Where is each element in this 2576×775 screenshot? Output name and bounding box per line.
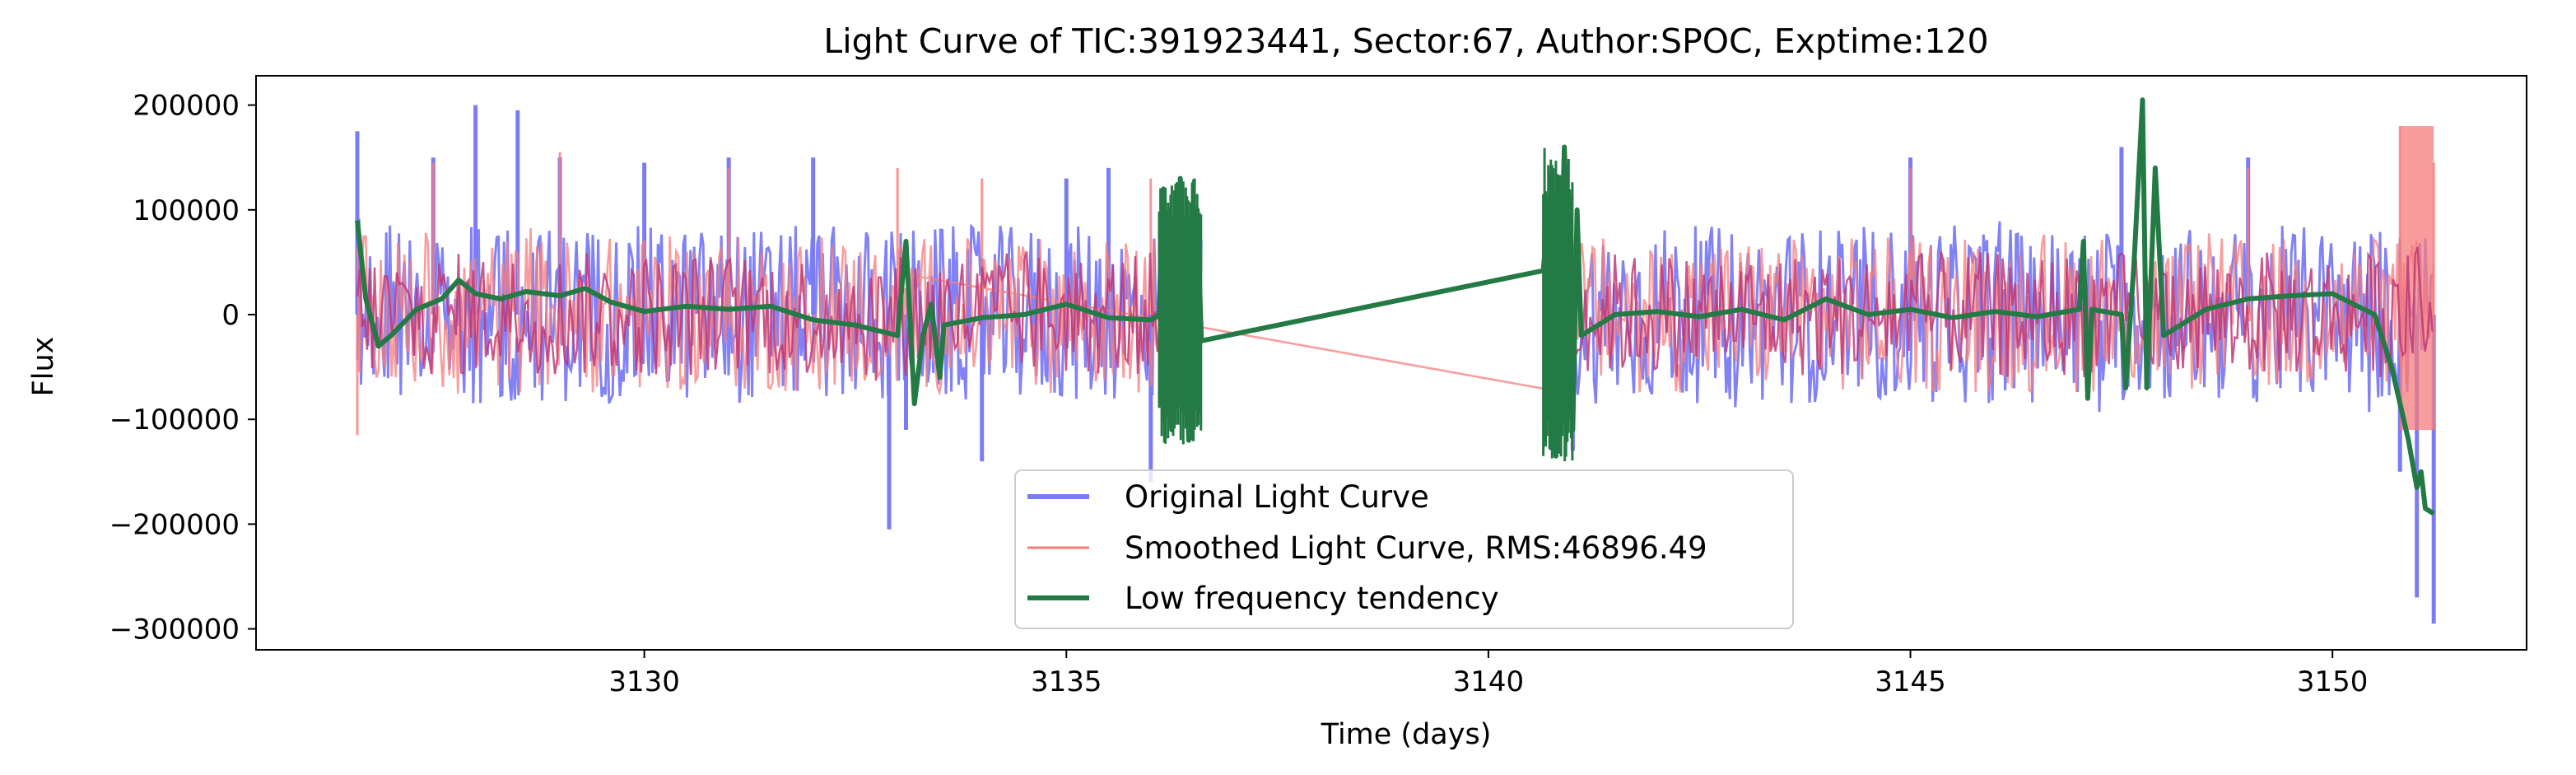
y-axis: 200000 100000 0 −100000 −200000 −300000	[109, 90, 256, 647]
tendency-bursts	[1158, 147, 1574, 461]
legend-label-smoothed: Smoothed Light Curve, RMS:46896.49	[1125, 530, 1707, 566]
y-axis-label: Flux	[27, 337, 60, 397]
plot-frame	[255, 75, 2527, 651]
legend: Original Light Curve Smoothed Light Curv…	[1014, 469, 1794, 629]
legend-label-original: Original Light Curve	[1125, 479, 1429, 515]
x-axis: 3130 3135 3140 3145 3150	[608, 650, 2368, 698]
x-tick-label-3130: 3130	[608, 665, 680, 698]
smoothed-tail-band	[2400, 126, 2434, 430]
y-tick-label-0: 0	[221, 299, 240, 332]
legend-box	[1014, 469, 1794, 629]
x-tick-label-3150: 3150	[2297, 665, 2369, 698]
legend-label-tendency: Low frequency tendency	[1125, 581, 1499, 616]
x-tick-label-3145: 3145	[1875, 665, 1946, 698]
x-tick-label-3135: 3135	[1031, 665, 1102, 698]
chart-title: Light Curve of TIC:391923441, Sector:67,…	[823, 21, 1988, 61]
x-tick-label-3140: 3140	[1453, 665, 1525, 698]
y-tick-label--200000: −200000	[109, 508, 240, 541]
y-tick-label--100000: −100000	[109, 404, 240, 437]
overlap-band	[356, 246, 2434, 381]
y-tick-label-200000: 200000	[133, 90, 240, 123]
y-tick-label--300000: −300000	[109, 614, 240, 647]
x-axis-label: Time (days)	[1321, 718, 1492, 751]
y-tick-label-100000: 100000	[133, 194, 240, 227]
series-layer	[355, 97, 2436, 624]
